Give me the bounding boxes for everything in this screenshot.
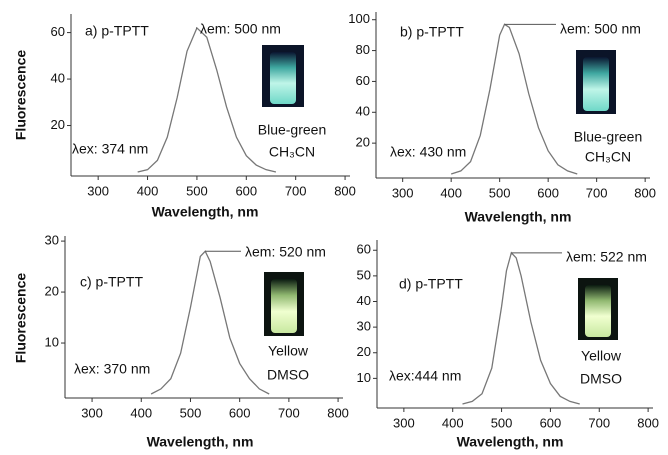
x-tick-label: 700 (278, 405, 300, 420)
x-tick-label: 300 (87, 183, 109, 198)
y-tick-label: 20 (357, 344, 371, 359)
x-tick-label: 600 (537, 185, 559, 200)
excitation-label: λex: 430 nm (390, 144, 466, 160)
emission-label: λem: 500 nm (560, 21, 641, 37)
y-tick-label: 30 (357, 319, 371, 334)
spectrum-line (137, 26, 277, 173)
x-tick-label: 300 (393, 415, 415, 430)
y-tick-label: 30 (45, 233, 59, 248)
x-tick-label: 600 (540, 415, 562, 430)
cuvette (271, 279, 297, 333)
y-tick-label: 20 (45, 284, 59, 299)
color-name: Blue-green (258, 122, 327, 138)
color-name: Yellow (268, 343, 309, 359)
y-tick-label: 40 (357, 293, 371, 308)
solvent: CH₃CN (585, 149, 631, 165)
excitation-label: λex:444 nm (389, 368, 461, 384)
y-tick-label: 60 (51, 24, 65, 39)
x-tick-label: 500 (491, 415, 513, 430)
panel-title: b) p-TPTT (400, 24, 464, 40)
x-tick-label: 400 (440, 185, 462, 200)
x-tick-label: 400 (442, 415, 464, 430)
x-axis-label: Wavelength, nm (457, 434, 564, 450)
cuvette (583, 57, 609, 111)
spectrum-line (450, 23, 578, 175)
solvent: DMSO (580, 371, 622, 387)
x-tick-label: 700 (285, 183, 307, 198)
x-tick-label: 300 (392, 185, 414, 200)
y-tick-label: 60 (357, 242, 371, 257)
spectrum-line (150, 250, 270, 395)
y-axis-label: Fluorescence (13, 273, 29, 363)
y-tick-label: 40 (51, 70, 65, 85)
y-tick-label: 20 (356, 135, 370, 150)
y-tick-label: 50 (357, 267, 371, 282)
emission-label: λem: 520 nm (245, 244, 326, 260)
y-tick-label: 10 (357, 370, 371, 385)
panel-title: d) p-TPTT (399, 276, 463, 292)
emission-label: λem: 500 nm (200, 21, 281, 37)
emission-label: λem: 522 nm (566, 249, 647, 265)
color-name: Blue-green (574, 129, 643, 145)
x-tick-label: 500 (489, 185, 511, 200)
cuvette (270, 52, 296, 104)
solvent: CH₃CN (269, 144, 315, 160)
x-tick-label: 500 (180, 405, 202, 420)
y-tick-label: 10 (45, 334, 59, 349)
y-axis-label: Fluorescence (13, 50, 29, 140)
x-tick-label: 600 (235, 183, 257, 198)
x-axis-label: Wavelength, nm (465, 209, 572, 225)
x-tick-label: 800 (637, 415, 659, 430)
x-tick-label: 700 (588, 415, 610, 430)
x-axis-label: Wavelength, nm (152, 204, 259, 220)
color-name: Yellow (581, 348, 622, 364)
x-tick-label: 500 (186, 183, 208, 198)
x-tick-label: 300 (81, 405, 103, 420)
x-tick-label: 400 (130, 405, 152, 420)
x-tick-label: 700 (586, 185, 608, 200)
x-axis-label: Wavelength, nm (147, 434, 254, 450)
x-tick-label: 800 (634, 185, 656, 200)
panel-title: c) p-TPTT (80, 274, 143, 290)
excitation-label: λex: 374 nm (72, 141, 148, 157)
panel-title: a) p-TPTT (85, 23, 149, 39)
x-tick-label: 800 (334, 183, 356, 198)
x-tick-label: 600 (229, 405, 251, 420)
spectrum-line (462, 251, 580, 405)
x-tick-label: 400 (137, 183, 159, 198)
y-tick-label: 40 (356, 104, 370, 119)
y-tick-label: 80 (356, 42, 370, 57)
excitation-label: λex: 370 nm (74, 361, 150, 377)
y-tick-label: 100 (348, 11, 370, 26)
solvent: DMSO (267, 367, 309, 383)
y-tick-label: 20 (51, 117, 65, 132)
x-tick-label: 800 (327, 405, 349, 420)
y-tick-label: 60 (356, 73, 370, 88)
cuvette (585, 285, 611, 337)
